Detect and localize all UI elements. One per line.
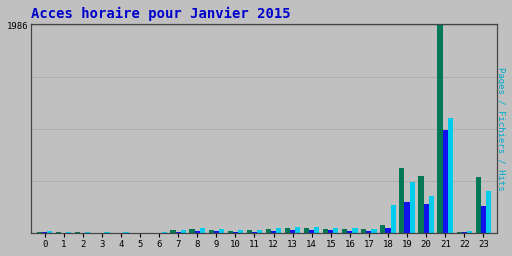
Bar	[75, 232, 80, 233]
Bar	[257, 230, 262, 233]
Bar	[352, 228, 357, 233]
Bar	[208, 230, 214, 233]
Bar	[404, 202, 410, 233]
Bar	[423, 204, 429, 233]
Bar	[304, 228, 309, 233]
Bar	[200, 228, 205, 233]
Bar	[347, 231, 352, 233]
Bar	[380, 225, 386, 233]
Bar	[429, 196, 434, 233]
Bar	[386, 228, 391, 233]
Y-axis label: Pages / Fichiers / Hits: Pages / Fichiers / Hits	[496, 67, 505, 190]
Bar	[295, 227, 301, 233]
Bar	[462, 232, 467, 233]
Bar	[290, 230, 295, 233]
Bar	[323, 229, 328, 233]
Bar	[104, 232, 110, 233]
Bar	[481, 206, 486, 233]
Bar	[328, 230, 333, 233]
Bar	[457, 232, 462, 233]
Bar	[176, 232, 181, 233]
Bar	[361, 229, 366, 233]
Bar	[181, 230, 186, 233]
Bar	[47, 231, 52, 233]
Bar	[372, 229, 377, 233]
Bar	[170, 230, 176, 233]
Bar	[314, 227, 319, 233]
Bar	[342, 229, 347, 233]
Bar	[219, 229, 224, 233]
Bar	[418, 176, 423, 233]
Bar	[238, 230, 243, 233]
Bar	[247, 230, 252, 233]
Bar	[42, 232, 47, 233]
Bar	[285, 228, 290, 233]
Bar	[391, 205, 396, 233]
Bar	[233, 232, 238, 233]
Bar	[266, 229, 271, 233]
Bar	[309, 230, 314, 233]
Bar	[195, 231, 200, 233]
Bar	[448, 118, 453, 233]
Bar	[276, 228, 281, 233]
Bar	[486, 191, 491, 233]
Bar	[56, 232, 61, 233]
Bar	[66, 232, 71, 233]
Bar	[467, 231, 472, 233]
Bar	[443, 131, 448, 233]
Bar	[189, 229, 195, 233]
Bar	[271, 231, 276, 233]
Bar	[86, 232, 91, 233]
Bar	[333, 228, 338, 233]
Bar	[162, 232, 167, 233]
Bar	[123, 232, 129, 233]
Bar	[252, 231, 257, 233]
Bar	[214, 231, 219, 233]
Bar	[410, 182, 415, 233]
Bar	[37, 231, 42, 233]
Bar	[437, 25, 443, 233]
Bar	[228, 231, 233, 233]
Bar	[366, 231, 372, 233]
Bar	[476, 177, 481, 233]
Text: Acces horaire pour Janvier 2015: Acces horaire pour Janvier 2015	[31, 7, 291, 21]
Bar	[399, 168, 404, 233]
